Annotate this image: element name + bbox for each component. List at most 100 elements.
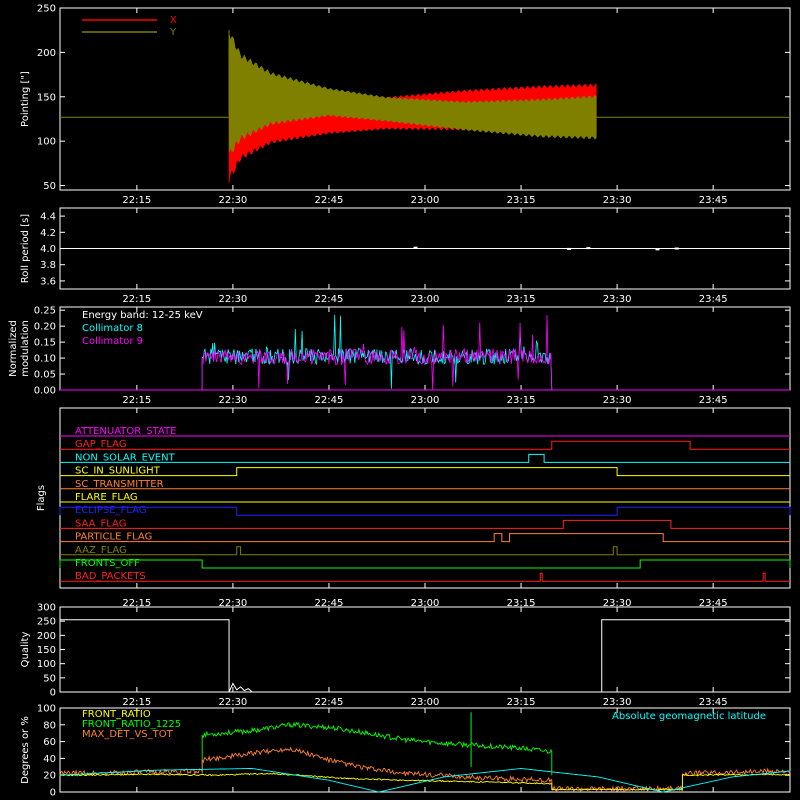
y-tick-label: 4.4 [40, 212, 56, 223]
x-tick-label: 22:15 [122, 598, 151, 609]
x-tick-label: 22:15 [122, 195, 151, 206]
flag-label: BAD_PACKETS [75, 571, 146, 582]
x-tick-label: 23:00 [411, 395, 440, 406]
y-tick-label: 4.0 [40, 244, 56, 255]
x-tick-label: 22:30 [218, 294, 247, 305]
flag-label: AAZ_FLAG [75, 545, 127, 556]
flag-label: NON_SOLAR_EVENT [75, 452, 176, 463]
y-tick-label: 50 [43, 673, 56, 684]
y-tick-label: 0.20 [34, 322, 56, 333]
flag-label: GAP_FLAG [75, 439, 127, 450]
flag-line-particle-flag [60, 533, 790, 543]
y-tick-label: 300 [37, 603, 56, 614]
y-tick-label: 100 [37, 659, 56, 670]
modulation-series-9 [201, 314, 553, 391]
x-tick-label: 23:30 [603, 598, 632, 609]
legend-label: MAX_DET_VS_TOT [82, 729, 174, 740]
x-tick-label: 22:15 [122, 697, 151, 708]
legend-title: Energy band: 12-25 keV [82, 310, 203, 321]
flag-label: ATTENUATOR_STATE [75, 426, 176, 437]
x-tick-label: 23:00 [411, 294, 440, 305]
y-tick-label: 0.10 [34, 354, 56, 365]
legend-label: Collimator 9 [82, 336, 143, 347]
flag-line-gap-flag [60, 440, 790, 450]
y-axis-label: Flags [36, 485, 47, 511]
x-tick-label: 22:15 [122, 395, 151, 406]
y-tick-label: 3.8 [40, 260, 56, 271]
x-tick-label: 23:15 [507, 697, 536, 708]
x-tick-label: 23:30 [603, 294, 632, 305]
flag-line-fronts-off [59, 559, 791, 569]
modulation-series-8 [201, 314, 553, 391]
x-tick-label: 22:45 [315, 598, 344, 609]
y-tick-label: 100 [37, 137, 56, 148]
flag-line-bad-packets [60, 572, 790, 582]
x-tick-label: 23:45 [699, 395, 728, 406]
y-axis-label: Quality [20, 632, 31, 668]
x-tick-label: 23:45 [699, 697, 728, 708]
flag-label: SC_TRANSMITTER [75, 479, 164, 490]
x-tick-label: 23:00 [411, 195, 440, 206]
x-tick-label: 22:45 [315, 395, 344, 406]
x-tick-label: 23:45 [699, 294, 728, 305]
legend-label: X [170, 15, 177, 26]
legend-label: FRONT_RATIO_1225 [82, 719, 181, 730]
x-tick-label: 22:30 [218, 395, 247, 406]
y-tick-label: 200 [37, 48, 56, 59]
roll-period-blip [674, 247, 679, 250]
legend-label: FRONT_RATIO [82, 709, 151, 720]
x-tick-label: 22:45 [315, 195, 344, 206]
y-tick-label: 150 [37, 645, 56, 656]
x-tick-label: 22:15 [122, 294, 151, 305]
flag-line-sc-in-sunlight [60, 467, 790, 477]
y-tick-label: 250 [37, 4, 56, 15]
y-tick-label: 3.6 [40, 276, 56, 287]
y-tick-label: 150 [37, 92, 56, 103]
roll-period-blip [567, 247, 572, 250]
y-tick-label: 4.2 [40, 228, 56, 239]
x-tick-label: 23:15 [507, 294, 536, 305]
series-max-det-vs-tot [59, 746, 791, 793]
flag-label: FRONTS_OFF [75, 558, 140, 569]
flag-line-aaz-flag [60, 546, 790, 556]
flag-label: FLARE_FLAG [75, 492, 138, 503]
quality-line [60, 619, 790, 693]
x-tick-label: 22:30 [218, 598, 247, 609]
y-tick-label: 0 [50, 788, 56, 799]
y-tick-label: 40 [43, 754, 56, 765]
pointing-series-y [228, 33, 597, 153]
x-tick-label: 22:30 [218, 195, 247, 206]
x-tick-label: 22:45 [315, 697, 344, 708]
roll-period-blip [586, 247, 591, 250]
y-axis-label: Roll period [s] [20, 214, 31, 283]
y-axis-label: Degrees or % [20, 716, 31, 784]
y-tick-label: 250 [37, 617, 56, 628]
flag-label: ECLIPSE_FLAG [75, 505, 146, 516]
y-tick-label: 20 [43, 771, 56, 782]
x-tick-label: 23:30 [603, 195, 632, 206]
x-tick-label: 23:15 [507, 395, 536, 406]
flag-line-eclipse-flag [59, 506, 791, 516]
series-absolute-geomagnetic-latitude [59, 768, 791, 793]
x-tick-label: 23:15 [507, 598, 536, 609]
x-tick-label: 23:30 [603, 395, 632, 406]
flag-line-non-solar-event [60, 453, 790, 463]
x-tick-label: 23:00 [411, 697, 440, 708]
x-tick-label: 23:30 [603, 697, 632, 708]
y-axis-label: Pointing ["] [20, 71, 31, 127]
flag-label: SAA_FLAG [75, 518, 126, 529]
y-tick-label: 50 [43, 181, 56, 192]
y-tick-label: 0.05 [34, 370, 56, 381]
flag-line-saa-flag [60, 519, 790, 529]
y-tick-label: 0.00 [34, 386, 56, 397]
x-tick-label: 23:15 [507, 195, 536, 206]
y-tick-label: 100 [37, 704, 56, 715]
x-tick-label: 22:45 [315, 294, 344, 305]
y-tick-label: 0 [50, 688, 56, 699]
roll-period-blip [413, 246, 418, 249]
y-tick-label: 200 [37, 631, 56, 642]
x-tick-label: 22:30 [218, 697, 247, 708]
y-tick-label: 0.25 [34, 306, 56, 317]
